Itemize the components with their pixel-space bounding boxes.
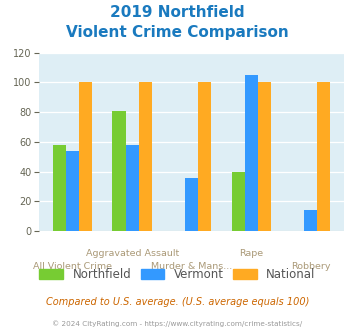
Text: 2019 Northfield: 2019 Northfield xyxy=(110,5,245,20)
Bar xyxy=(198,82,211,231)
Bar xyxy=(258,82,271,231)
Text: Robbery: Robbery xyxy=(291,262,331,271)
Bar xyxy=(304,210,317,231)
Bar xyxy=(126,145,139,231)
Text: Rape: Rape xyxy=(239,249,263,258)
Legend: Northfield, Vermont, National: Northfield, Vermont, National xyxy=(35,263,320,286)
Text: © 2024 CityRating.com - https://www.cityrating.com/crime-statistics/: © 2024 CityRating.com - https://www.city… xyxy=(53,320,302,327)
Text: Aggravated Assault: Aggravated Assault xyxy=(86,249,179,258)
Bar xyxy=(113,111,126,231)
Text: All Violent Crime: All Violent Crime xyxy=(33,262,112,271)
Bar xyxy=(66,151,79,231)
Bar xyxy=(185,178,198,231)
Text: Violent Crime Comparison: Violent Crime Comparison xyxy=(66,25,289,40)
Text: Compared to U.S. average. (U.S. average equals 100): Compared to U.S. average. (U.S. average … xyxy=(46,297,309,307)
Bar xyxy=(245,75,258,231)
Bar xyxy=(79,82,92,231)
Text: Murder & Mans...: Murder & Mans... xyxy=(151,262,232,271)
Bar xyxy=(139,82,152,231)
Bar xyxy=(231,172,245,231)
Bar xyxy=(53,145,66,231)
Bar xyxy=(317,82,331,231)
